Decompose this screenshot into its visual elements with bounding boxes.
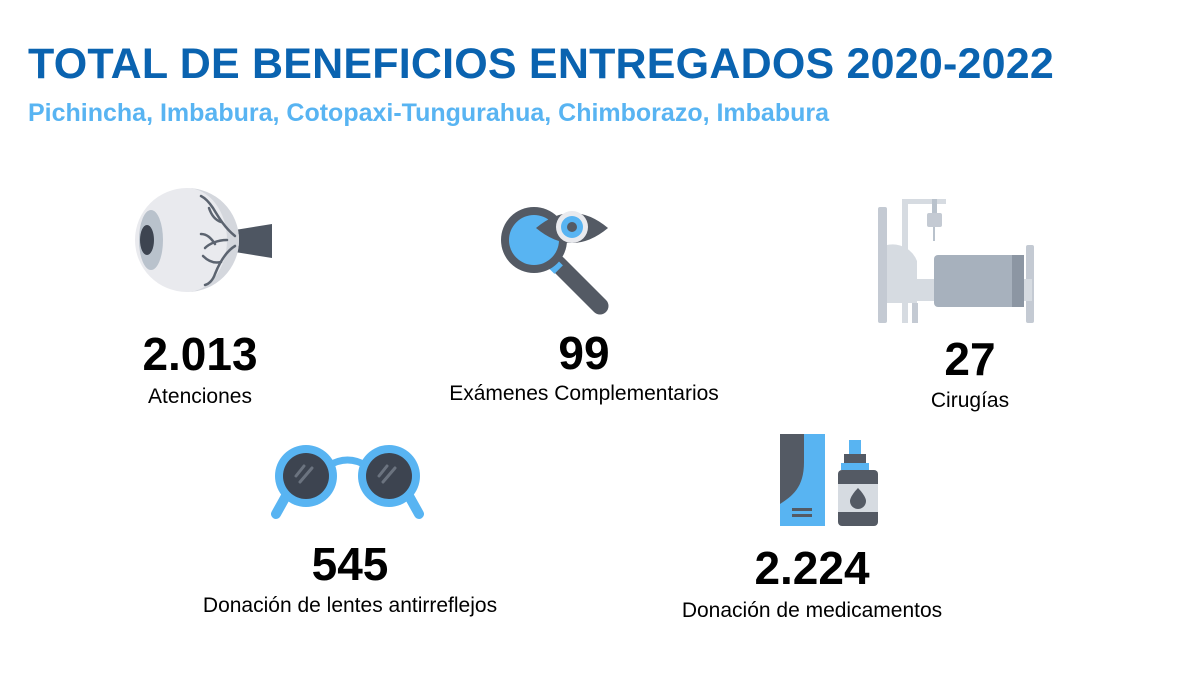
- stat-label-cirugias: Cirugías: [930, 389, 1010, 412]
- stat-value-medicamentos: 2.224: [754, 542, 870, 594]
- stat-label-atenciones: Atenciones: [148, 385, 252, 408]
- stat-value-lentes: 545: [311, 538, 389, 590]
- page-subtitle: Pichincha, Imbabura, Cotopaxi-Tungurahua…: [28, 99, 830, 127]
- page-title: TOTAL DE BENEFICIOS ENTREGADOS 2020-2022: [28, 40, 1054, 88]
- hospital-bed-icon: [876, 193, 1036, 325]
- medicine-icon: [778, 432, 882, 528]
- eye-icon: [135, 188, 275, 293]
- glasses-icon: [270, 440, 425, 522]
- stat-label-medicamentos: Donación de medicamentos: [681, 599, 943, 622]
- stat-label-lentes: Donación de lentes antirreflejos: [202, 594, 498, 617]
- stat-value-examenes: 99: [558, 327, 610, 379]
- stat-value-atenciones: 2.013: [142, 328, 258, 380]
- stat-label-examenes: Exámenes Complementarios: [449, 382, 719, 405]
- magnifier-eye-icon: [498, 204, 613, 319]
- stat-value-cirugias: 27: [944, 333, 996, 385]
